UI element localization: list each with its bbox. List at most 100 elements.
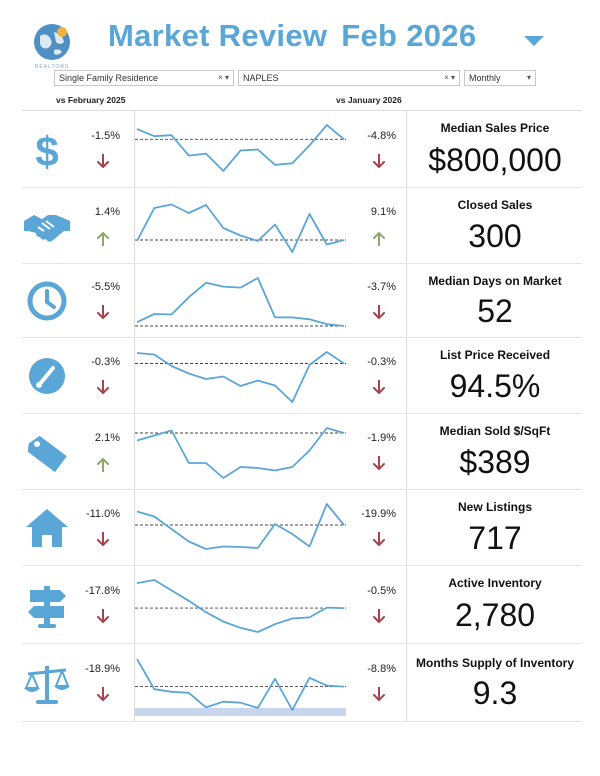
down-arrow-icon bbox=[373, 532, 385, 546]
metric-value: 300 bbox=[468, 218, 522, 254]
header-divider bbox=[22, 110, 582, 111]
row-divider bbox=[22, 565, 582, 566]
metric-row: $ -1.5% -4.8% Median Sales Price $800,000 bbox=[22, 111, 582, 188]
metric-row: -5.5% -3.7% Median Days on Market 52 bbox=[22, 264, 582, 338]
metric-row: -17.8% -0.5% Active Inventory 2,780 bbox=[22, 566, 582, 644]
column-divider bbox=[406, 111, 407, 721]
month-comparison-label: vs January 2026 bbox=[336, 95, 402, 105]
yoy-change: 2.1% bbox=[94, 432, 120, 444]
frequency-filter[interactable]: Monthly ▾ bbox=[464, 70, 536, 86]
area-value: NAPLES bbox=[243, 73, 279, 83]
down-arrow-icon bbox=[97, 532, 109, 546]
metric-name: Closed Sales bbox=[457, 198, 533, 212]
mom-change: 9.1% bbox=[370, 206, 396, 218]
mom-change: -0.3% bbox=[367, 356, 396, 368]
up-arrow-icon bbox=[373, 232, 385, 246]
sparkline-chart bbox=[135, 427, 346, 479]
metric-row: 1.4% 9.1% Closed Sales 300 bbox=[22, 188, 582, 264]
property-type-filter[interactable]: Single Family Residence × ▾ bbox=[54, 70, 234, 86]
metric-value: 52 bbox=[477, 293, 513, 329]
metric-row: -18.9% -8.8% Months Supply of Inventory 9.3 bbox=[22, 644, 582, 722]
logo-text: REALTORS bbox=[34, 64, 70, 70]
metric-value: 717 bbox=[468, 520, 522, 556]
series-line bbox=[136, 203, 345, 253]
series-line bbox=[136, 579, 345, 633]
clear-icon[interactable]: × bbox=[218, 73, 223, 82]
series-line bbox=[136, 658, 345, 711]
page-title: Market Review Feb 2026 bbox=[108, 18, 476, 54]
column-divider bbox=[134, 111, 135, 721]
year-comparison-label: vs February 2025 bbox=[56, 95, 126, 105]
chevron-down-icon[interactable]: ▾ bbox=[224, 73, 229, 82]
sparkline-chart bbox=[135, 351, 346, 403]
down-arrow-icon bbox=[373, 305, 385, 319]
series-line bbox=[136, 277, 345, 327]
signpost-icon bbox=[28, 586, 66, 628]
sparkline-chart bbox=[135, 277, 346, 327]
down-arrow-icon bbox=[373, 609, 385, 623]
metric-row: -11.0% -19.9% New Listings 717 bbox=[22, 490, 582, 566]
down-arrow-icon bbox=[373, 456, 385, 470]
down-arrow-icon bbox=[97, 305, 109, 319]
sparkline-chart bbox=[135, 579, 346, 633]
clock-icon bbox=[27, 281, 67, 321]
mom-change: -1.9% bbox=[367, 432, 396, 444]
down-arrow-icon bbox=[97, 380, 109, 394]
row-divider bbox=[22, 643, 582, 644]
metric-row: 2.1% -1.9% Median Sold $/SqFt $389 bbox=[22, 414, 582, 490]
mom-change: -19.9% bbox=[361, 508, 396, 520]
down-arrow-icon bbox=[373, 380, 385, 394]
row-divider bbox=[22, 413, 582, 414]
series-line bbox=[136, 503, 345, 550]
up-arrow-icon bbox=[97, 458, 109, 472]
down-arrow-icon bbox=[97, 154, 109, 168]
dollar-icon: $ bbox=[35, 128, 58, 175]
series-line bbox=[136, 351, 345, 403]
clear-icon[interactable]: × bbox=[444, 73, 449, 82]
title-period: Feb 2026 bbox=[341, 18, 477, 53]
mom-change: -3.7% bbox=[367, 281, 396, 293]
down-arrow-icon bbox=[97, 609, 109, 623]
chevron-down-icon[interactable]: ▾ bbox=[526, 73, 531, 82]
sparkline-chart bbox=[135, 658, 346, 716]
property-type-value: Single Family Residence bbox=[59, 73, 159, 83]
yoy-change: 1.4% bbox=[94, 206, 120, 218]
row-divider bbox=[22, 489, 582, 490]
yoy-change: -0.3% bbox=[91, 356, 120, 368]
chevron-down-icon[interactable]: ▾ bbox=[450, 73, 455, 82]
down-arrow-icon bbox=[97, 687, 109, 701]
metric-value: 94.5% bbox=[449, 368, 541, 404]
highlight-band bbox=[135, 708, 346, 716]
metric-name: Median Days on Market bbox=[428, 274, 562, 288]
mom-change: -4.8% bbox=[367, 130, 396, 142]
sparkline-chart bbox=[135, 503, 346, 550]
period-dropdown-icon[interactable] bbox=[524, 36, 544, 46]
series-line bbox=[136, 124, 345, 172]
metric-value: $389 bbox=[459, 444, 531, 480]
title-text: Market Review bbox=[108, 18, 328, 53]
down-arrow-icon bbox=[373, 687, 385, 701]
mom-change: -8.8% bbox=[367, 663, 396, 675]
metric-value: 9.3 bbox=[472, 675, 518, 711]
sparkline-chart bbox=[135, 124, 346, 172]
metric-name: List Price Received bbox=[439, 348, 551, 362]
metric-value: $800,000 bbox=[428, 141, 562, 178]
area-filter[interactable]: NAPLES × ▾ bbox=[238, 70, 460, 86]
globe-logo-icon bbox=[34, 24, 70, 60]
scale-icon bbox=[24, 666, 70, 704]
price-tag-icon bbox=[27, 435, 67, 473]
yoy-change: -11.0% bbox=[85, 508, 120, 520]
property-type-controls[interactable]: × ▾ bbox=[218, 71, 229, 85]
metric-name: Months Supply of Inventory bbox=[416, 656, 574, 670]
yoy-change: -5.5% bbox=[91, 281, 120, 293]
yoy-change: -1.5% bbox=[91, 130, 120, 142]
row-divider bbox=[22, 337, 582, 338]
frequency-value: Monthly bbox=[469, 73, 501, 83]
row-divider bbox=[22, 721, 582, 722]
area-controls[interactable]: × ▾ bbox=[444, 71, 455, 85]
yoy-change: -18.9% bbox=[85, 663, 120, 675]
header: REALTORS Market Review Feb 2026 Single Fa… bbox=[0, 0, 600, 110]
metric-name: New Listings bbox=[457, 500, 532, 514]
row-divider bbox=[22, 263, 582, 264]
down-arrow-icon bbox=[373, 154, 385, 168]
